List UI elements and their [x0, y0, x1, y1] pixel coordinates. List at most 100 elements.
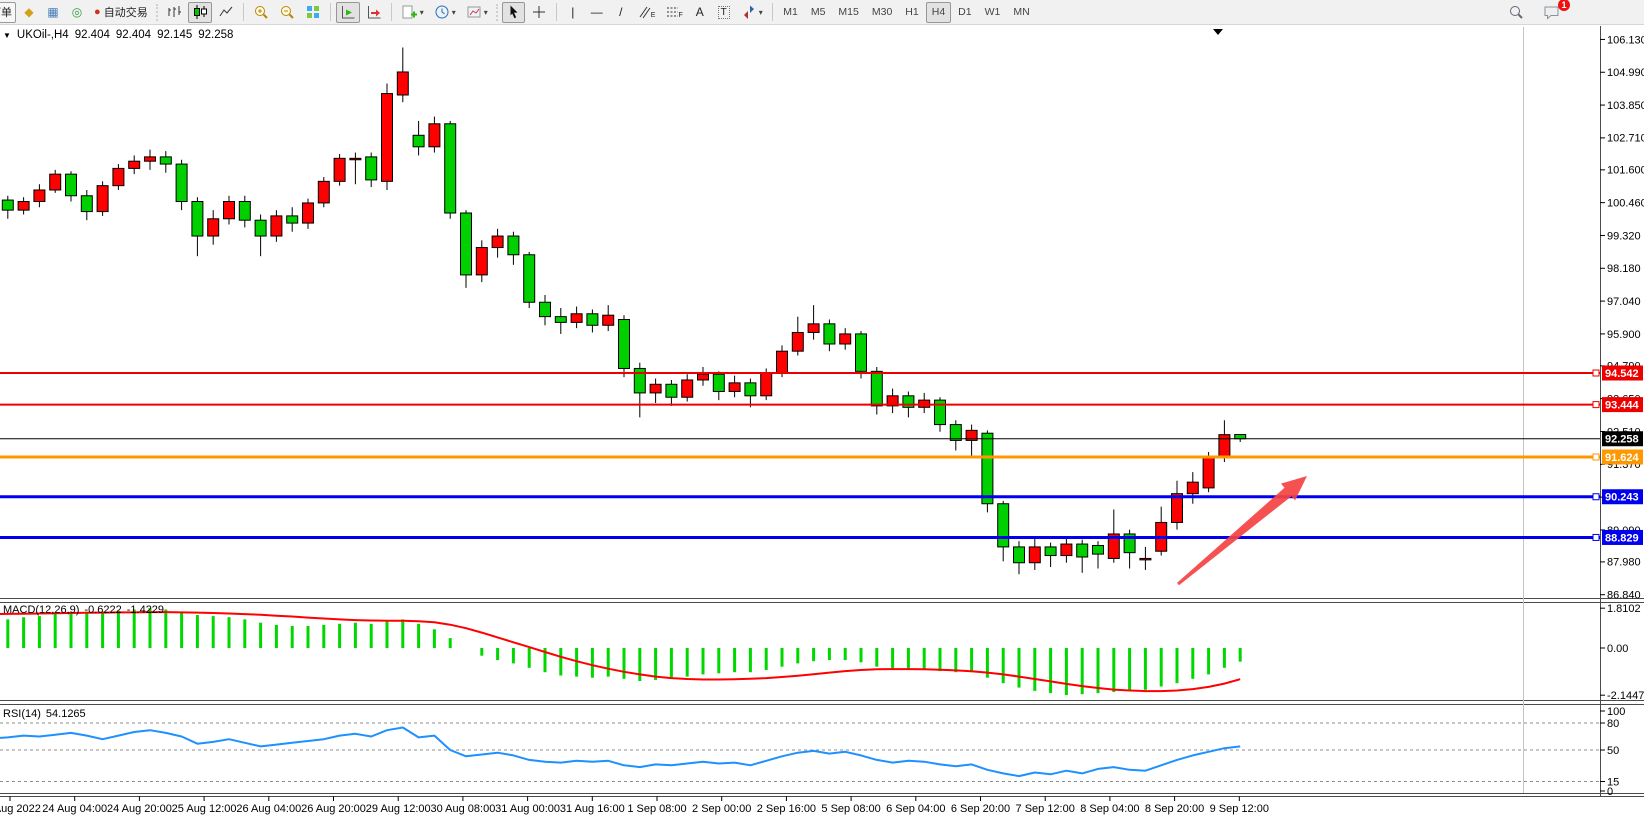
timeframe-mn-button[interactable]: MN: [1013, 6, 1030, 18]
search-button[interactable]: [1504, 1, 1528, 22]
hline-handle: [1592, 493, 1600, 501]
candlesticks: [1, 47, 1247, 575]
panel-borders[interactable]: [0, 26, 1644, 797]
horizontal-line-objects[interactable]: [0, 369, 1600, 541]
candle-body: [191, 200, 204, 237]
time-axis-label: 6 Sep 04:00: [886, 803, 945, 815]
chart-shift-icon: [367, 6, 381, 19]
rsi-axis-label: 0: [1607, 786, 1613, 798]
hline-handle: [1592, 533, 1600, 541]
periods-button[interactable]: ▾: [430, 2, 460, 23]
line-chart-button[interactable]: [214, 2, 238, 23]
macd-axis-label: 0.00: [1607, 643, 1628, 655]
price-badge: [1602, 397, 1643, 413]
horizontal-line-button[interactable]: —: [586, 2, 608, 23]
chart-shift-button[interactable]: [362, 2, 386, 23]
trendline-icon: /: [619, 5, 623, 19]
candle-body: [65, 173, 77, 197]
chart-symbol-period: UKOil-,H4: [16, 29, 69, 41]
candle-body: [902, 395, 915, 408]
new-order-label: 订单: [0, 7, 12, 19]
candle-body: [981, 432, 994, 505]
channel-button[interactable]: E: [634, 2, 660, 23]
candlestick-chart-button[interactable]: [187, 1, 212, 23]
price-axis-label: 102.710: [1607, 133, 1644, 145]
timeframe-m30-button[interactable]: M30: [871, 6, 893, 18]
candle-body: [1171, 493, 1183, 523]
candle-body: [491, 235, 504, 249]
indicators-button[interactable]: ▾: [397, 2, 428, 23]
candle-body: [744, 382, 757, 397]
trend-arrow-annotation[interactable]: [1177, 476, 1307, 586]
templates-button[interactable]: ▾: [462, 2, 492, 23]
timeframe-d1-button[interactable]: D1: [958, 6, 972, 18]
time-axis-label: 31 Aug 16:00: [560, 803, 625, 815]
candle-body: [444, 123, 457, 214]
market-watch-button[interactable]: ◆: [18, 2, 40, 23]
arrows-button[interactable]: ▾: [737, 2, 767, 23]
candle-body: [1123, 533, 1136, 554]
timeframe-w1-button[interactable]: W1: [984, 6, 1001, 18]
candle-body: [618, 319, 630, 369]
candle-body: [649, 383, 662, 394]
data-window-button[interactable]: ▦: [42, 2, 64, 23]
rsi-axis-label: 15: [1607, 776, 1619, 788]
price-badge: [1602, 489, 1643, 505]
candle-body: [965, 429, 978, 441]
crosshair-button[interactable]: [527, 2, 551, 23]
candle-body: [1092, 544, 1104, 555]
time-axis-label: 2 Sep 16:00: [757, 803, 816, 815]
bar-chart-button[interactable]: [162, 2, 186, 23]
navigator-icon: ◎: [71, 5, 83, 19]
rsi-axis-label: 100: [1607, 706, 1625, 718]
tile-windows-button[interactable]: [301, 2, 325, 23]
timeframe-m15-button[interactable]: M15: [838, 6, 859, 18]
autotrade-button[interactable]: ● 自动交易: [90, 2, 152, 23]
timeframe-m1-button[interactable]: M1: [783, 6, 798, 18]
price-badge: [1602, 449, 1643, 465]
candle-body: [633, 367, 646, 394]
new-order-button[interactable]: 订单: [0, 1, 16, 23]
candle-body: [1013, 546, 1025, 564]
cursor-button[interactable]: [501, 1, 525, 23]
horizontal-line-icon: —: [590, 5, 603, 19]
notification-badge: 1: [1558, 0, 1570, 11]
search-icon: [1510, 5, 1523, 19]
price-badge-label: 90.243: [1605, 492, 1639, 504]
text-button[interactable]: A: [689, 2, 711, 23]
timeframe-h1-button[interactable]: H1: [905, 6, 919, 18]
time-axis-label: 31 Aug 00:00: [495, 803, 560, 815]
one-click-trading-arrow-icon[interactable]: ▼: [3, 30, 11, 40]
candle-body: [1044, 546, 1057, 557]
navigator-button[interactable]: ◎: [66, 2, 88, 23]
auto-scroll-button[interactable]: [335, 1, 360, 23]
notifications-button[interactable]: 1: [1539, 0, 1570, 22]
time-axis-label: 29 Aug 12:00: [366, 803, 431, 815]
ohlc-low: 92.145: [157, 29, 193, 41]
price-axis-label: 106.130: [1607, 34, 1644, 46]
timeframe-m5-button[interactable]: M5: [810, 6, 826, 18]
rsi-curve: [0, 726, 1241, 778]
cursor-icon: [510, 5, 518, 19]
trendline-button[interactable]: /: [610, 2, 632, 23]
vertical-line-button[interactable]: |: [562, 2, 584, 23]
price-axis[interactable]: 106.130 104.990 103.850 102.710 101.600 100.4…: [1600, 34, 1644, 798]
candle-body: [49, 173, 62, 191]
text-label-button[interactable]: T: [713, 2, 735, 23]
toolbar-separator: [555, 3, 557, 21]
ohlc-close: 92.258: [198, 29, 234, 41]
up-trend-arrow: [1177, 476, 1307, 586]
toolbar-separator: [771, 3, 773, 21]
autotrade-label: 自动交易: [103, 7, 148, 19]
toolbar-separator: [242, 3, 244, 21]
price-badge: [1602, 365, 1643, 381]
toolbar: 订单 ◆ ▦ ◎ ● 自动交易: [0, 0, 1644, 25]
zoom-out-button[interactable]: [275, 2, 299, 23]
timeframe-h4-button[interactable]: H4: [926, 1, 951, 23]
price-badge-label: 93.444: [1605, 399, 1640, 411]
zoom-in-button[interactable]: [249, 2, 273, 23]
fibonacci-button[interactable]: F: [661, 2, 686, 23]
